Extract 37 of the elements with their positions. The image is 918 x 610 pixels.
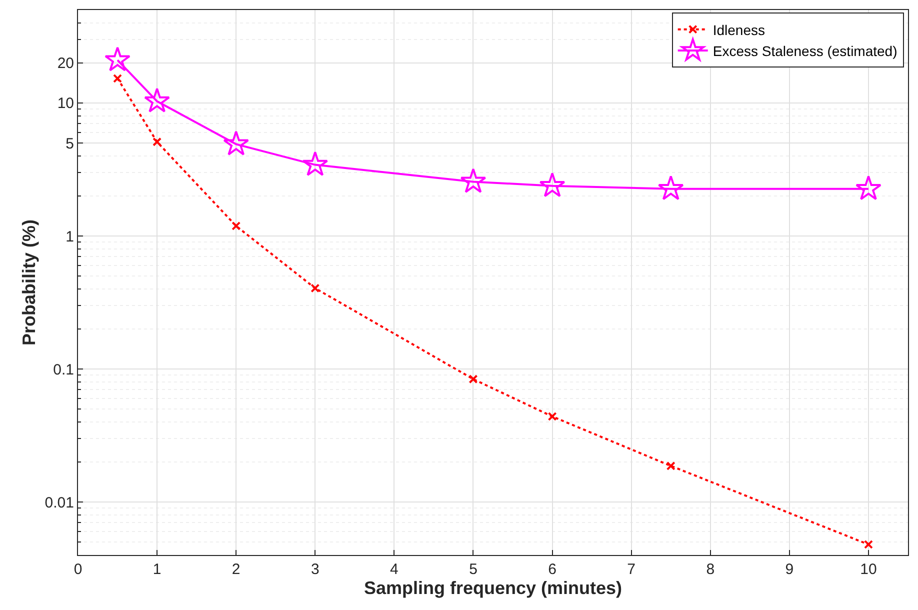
y-tick-label: 1 [66,228,74,246]
y-tick-label: 5 [66,135,74,152]
point [864,540,873,549]
x-tick-label: 3 [310,561,320,578]
point [113,74,122,83]
point [468,374,478,384]
point [310,284,320,293]
point [302,151,328,176]
point [539,172,566,198]
x-tick-label: 9 [785,561,794,578]
point [666,461,676,470]
y-tick-label: 0.1 [53,361,74,378]
x-tick-label: 1 [152,561,162,578]
x-tick-label: 7 [627,561,636,578]
y-tick-label: 10 [57,95,74,112]
point [460,168,486,193]
point [144,88,170,112]
point [856,175,882,200]
y-tick-label: 20 [57,55,74,72]
x-tick-label: 4 [390,561,398,578]
x-tick-label: 0 [74,561,82,578]
y-axis-title: Probability (%) [18,219,39,346]
x-tick-label: 8 [706,561,715,578]
point [548,412,557,421]
point [104,46,130,72]
point [232,221,241,230]
point [152,137,162,146]
x-tick-label: 5 [469,561,478,578]
legend-label: Idleness [712,22,766,38]
x-tick-label: 6 [548,561,556,578]
point [658,175,684,200]
legend-label: Excess Staleness (estimated) [712,42,898,59]
x-tick-label: 2 [232,561,240,578]
point [223,130,250,156]
x-tick-label: 10 [860,561,877,578]
x-axis-title: Sampling frequency (minutes) [364,578,622,598]
y-tick-label: 0.01 [44,494,74,512]
